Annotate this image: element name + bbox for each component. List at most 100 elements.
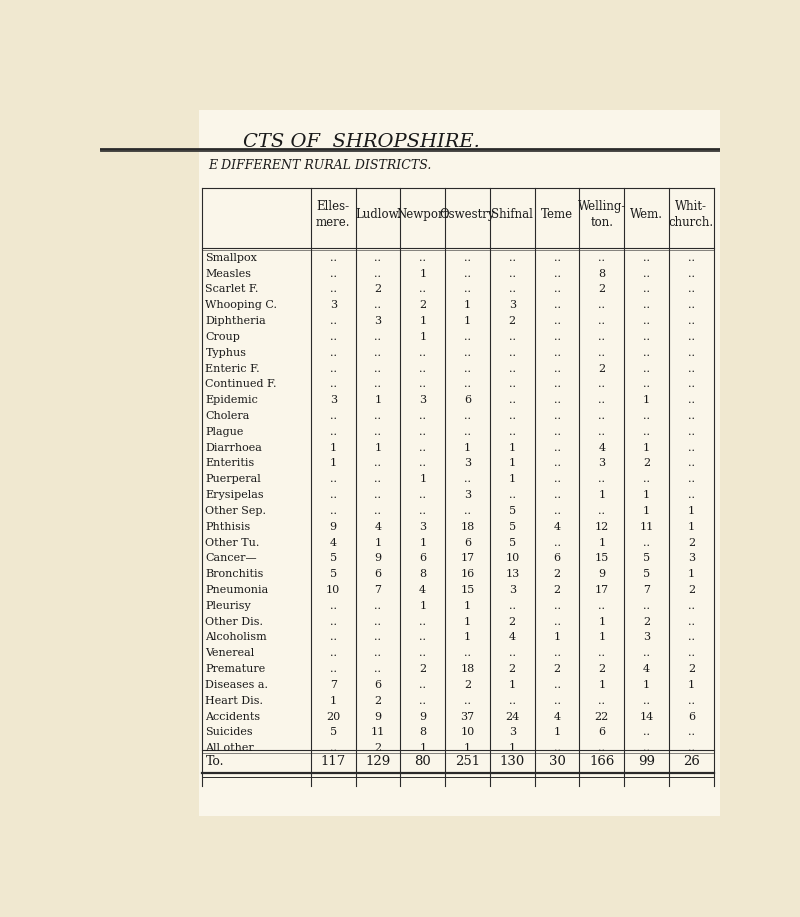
Text: Bronchitis: Bronchitis xyxy=(206,569,264,580)
Text: 3: 3 xyxy=(643,633,650,643)
Text: Measles: Measles xyxy=(206,269,251,279)
Text: Scarlet F.: Scarlet F. xyxy=(206,284,258,294)
Text: ..: .. xyxy=(688,269,695,279)
Text: ..: .. xyxy=(554,696,561,706)
Text: 10: 10 xyxy=(505,553,519,563)
Text: Ludlow.: Ludlow. xyxy=(355,207,401,221)
Text: ..: .. xyxy=(554,458,561,469)
Text: Diseases a.: Diseases a. xyxy=(206,679,268,690)
Text: ..: .. xyxy=(598,648,606,658)
Text: ..: .. xyxy=(330,332,337,342)
Text: Diarrhoea: Diarrhoea xyxy=(206,443,262,453)
Text: ..: .. xyxy=(374,348,382,358)
Text: ..: .. xyxy=(464,648,471,658)
Text: 8: 8 xyxy=(598,269,606,279)
Text: ..: .. xyxy=(374,380,382,390)
Text: 2: 2 xyxy=(554,585,561,595)
Text: ..: .. xyxy=(688,348,695,358)
Text: Newport: Newport xyxy=(397,207,449,221)
Text: ..: .. xyxy=(419,616,426,626)
Text: ..: .. xyxy=(554,601,561,611)
Text: 6: 6 xyxy=(374,679,382,690)
Text: 18: 18 xyxy=(460,522,474,532)
Text: ..: .. xyxy=(330,380,337,390)
Text: ..: .. xyxy=(509,253,516,263)
Text: 129: 129 xyxy=(366,755,390,768)
Text: 1: 1 xyxy=(688,569,695,580)
Text: 5: 5 xyxy=(643,553,650,563)
Text: ..: .. xyxy=(554,380,561,390)
Text: 1: 1 xyxy=(643,679,650,690)
Text: ..: .. xyxy=(554,348,561,358)
Text: 1: 1 xyxy=(598,633,606,643)
Text: ..: .. xyxy=(330,616,337,626)
Text: 2: 2 xyxy=(509,664,516,674)
Text: 1: 1 xyxy=(330,443,337,453)
Text: ..: .. xyxy=(464,269,471,279)
Text: Elles-
mere.: Elles- mere. xyxy=(316,200,350,228)
Text: ..: .. xyxy=(330,284,337,294)
Text: ..: .. xyxy=(419,363,426,373)
Text: 1: 1 xyxy=(419,474,426,484)
Text: ..: .. xyxy=(419,380,426,390)
Text: ..: .. xyxy=(643,411,650,421)
Text: ..: .. xyxy=(554,616,561,626)
Text: ..: .. xyxy=(330,253,337,263)
Text: ..: .. xyxy=(688,316,695,326)
Text: ..: .. xyxy=(464,363,471,373)
Text: 1: 1 xyxy=(598,490,606,500)
Text: 2: 2 xyxy=(374,743,382,753)
Text: E DIFFERENT RURAL DISTRICTS.: E DIFFERENT RURAL DISTRICTS. xyxy=(209,160,432,172)
Text: ..: .. xyxy=(509,490,516,500)
Text: ..: .. xyxy=(554,284,561,294)
Text: ..: .. xyxy=(554,332,561,342)
Text: ..: .. xyxy=(688,474,695,484)
Text: 6: 6 xyxy=(419,553,426,563)
Text: 1: 1 xyxy=(598,616,606,626)
Text: ..: .. xyxy=(419,348,426,358)
Text: 3: 3 xyxy=(419,395,426,405)
Text: ..: .. xyxy=(598,426,606,436)
Text: 1: 1 xyxy=(509,443,516,453)
Text: ..: .. xyxy=(554,269,561,279)
Text: ..: .. xyxy=(688,300,695,310)
Text: 7: 7 xyxy=(643,585,650,595)
Text: 1: 1 xyxy=(464,743,471,753)
Text: ..: .. xyxy=(643,474,650,484)
Text: ..: .. xyxy=(688,727,695,737)
Text: 4: 4 xyxy=(330,537,337,547)
Text: 1: 1 xyxy=(643,506,650,516)
Text: 3: 3 xyxy=(464,458,471,469)
Text: ..: .. xyxy=(688,648,695,658)
Text: ..: .. xyxy=(554,253,561,263)
Text: 1: 1 xyxy=(330,696,337,706)
Text: ..: .. xyxy=(598,474,606,484)
Text: 17: 17 xyxy=(461,553,474,563)
Text: ..: .. xyxy=(554,300,561,310)
Text: ..: .. xyxy=(330,601,337,611)
Text: ..: .. xyxy=(643,426,650,436)
Text: 99: 99 xyxy=(638,755,655,768)
Text: 1: 1 xyxy=(509,474,516,484)
Text: 2: 2 xyxy=(688,537,695,547)
Text: ..: .. xyxy=(688,458,695,469)
Text: ..: .. xyxy=(643,300,650,310)
Text: ..: .. xyxy=(598,395,606,405)
Text: ..: .. xyxy=(464,474,471,484)
Text: ..: .. xyxy=(509,348,516,358)
Text: Shifnal: Shifnal xyxy=(491,207,534,221)
Text: 1: 1 xyxy=(464,601,471,611)
Text: ..: .. xyxy=(643,284,650,294)
Text: Accidents: Accidents xyxy=(206,712,261,722)
Text: 1: 1 xyxy=(419,601,426,611)
Text: 2: 2 xyxy=(643,616,650,626)
Text: 1: 1 xyxy=(509,743,516,753)
Text: Enteritis: Enteritis xyxy=(206,458,254,469)
Text: ..: .. xyxy=(688,395,695,405)
Text: 2: 2 xyxy=(554,569,561,580)
Text: ..: .. xyxy=(330,474,337,484)
Text: 1: 1 xyxy=(374,537,382,547)
Text: ..: .. xyxy=(374,300,382,310)
Text: ..: .. xyxy=(643,363,650,373)
Text: ..: .. xyxy=(598,380,606,390)
